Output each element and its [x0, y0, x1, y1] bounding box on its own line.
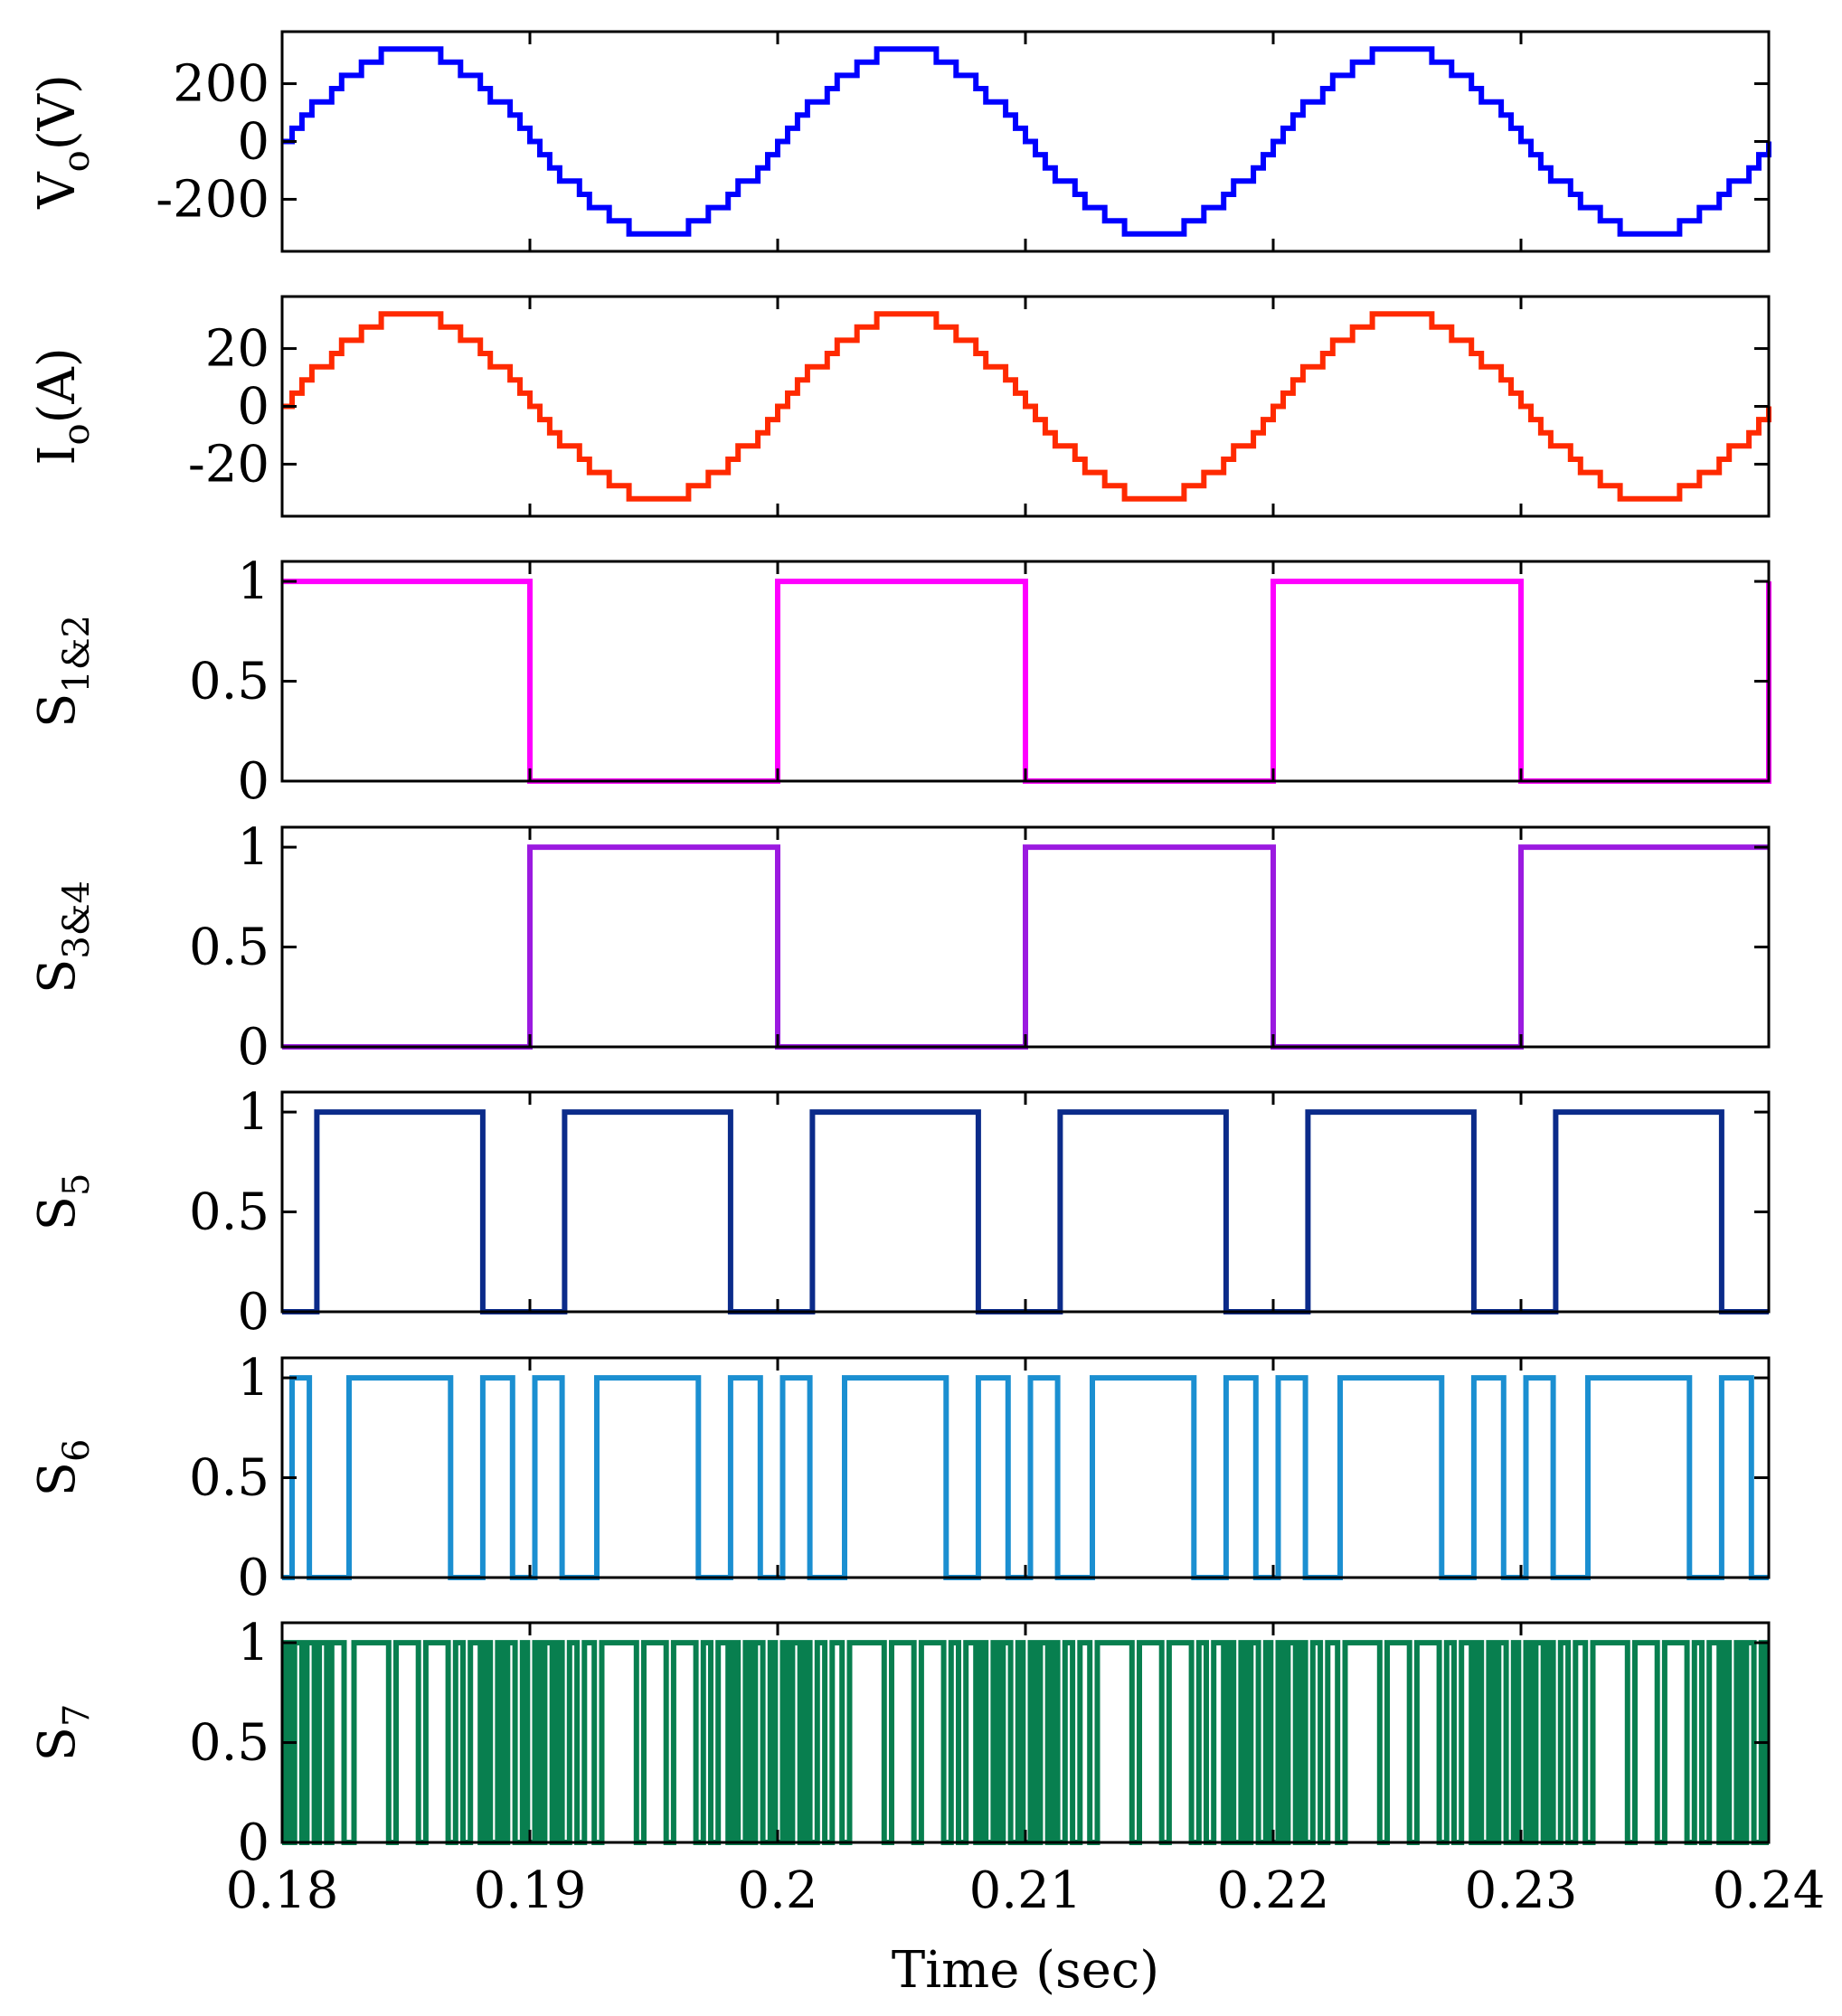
ylabel-2: Io(A): [28, 347, 98, 465]
ytick-label: 1: [237, 818, 269, 877]
ylabel-symbol: I: [28, 446, 87, 466]
ylabel-subscript: 6: [56, 1439, 98, 1462]
subplot-5: 1 0.5 0 S5: [28, 1083, 1771, 1342]
subplot-3: 1 0.5 0 S1&2: [28, 552, 1771, 811]
xtick-label: 0.19: [474, 1861, 587, 1920]
ylabel-unit: (A): [28, 347, 87, 423]
ylabel-subscript: 1&2: [56, 615, 98, 693]
ylabel-subscript: o: [56, 423, 98, 445]
xtick-label: 0.18: [226, 1861, 339, 1920]
ylabel-symbol: S: [28, 693, 87, 728]
ytick-label: -20: [188, 435, 269, 494]
subplot-7: 1 0.5 0 S7: [28, 1614, 1771, 1872]
subplot-2: 200-20 Io(A): [28, 295, 1771, 518]
subplot-4: 1 0.5 0 S3&4: [28, 818, 1771, 1077]
ytick-label: 0.5: [189, 1714, 269, 1773]
series-line-6: [282, 1375, 1769, 1580]
x-axis-title: Time (sec): [892, 1941, 1159, 2000]
ytick-label: -200: [156, 170, 269, 229]
series-line-3: [282, 579, 1771, 784]
ylabel-4: S3&4: [28, 881, 98, 994]
ytick-label: 1: [237, 552, 269, 611]
axes-frame-5: [280, 1090, 1771, 1314]
ylabel-symbol: S: [28, 959, 87, 994]
ylabel-6: S6: [28, 1439, 98, 1497]
ytick-label: 0: [237, 1549, 269, 1607]
xtick-label: 0.22: [1217, 1861, 1330, 1920]
ytick-label: 0: [237, 113, 269, 172]
ytick-label: 20: [205, 320, 269, 379]
ylabel-subscript: o: [56, 150, 98, 172]
ytick-label: 0: [237, 1813, 269, 1872]
ytick-label: 0: [237, 1018, 269, 1077]
ylabel-7: S7: [28, 1704, 98, 1762]
series-line-7: [281, 1640, 1770, 1845]
ylabel-5: S5: [28, 1173, 98, 1231]
ylabel-subscript: 3&4: [56, 881, 98, 959]
ytick-label: 0: [237, 378, 269, 437]
xtick-label: 0.21: [969, 1861, 1082, 1920]
ytick-label: 0: [237, 1283, 269, 1342]
ytick-label: 0.5: [189, 1183, 269, 1242]
series-line-5: [282, 1109, 1769, 1314]
series-line-4: [282, 844, 1769, 1050]
axes-frame-6: [280, 1356, 1771, 1579]
ytick-label: 1: [237, 1083, 269, 1142]
ytick-label: 0.5: [189, 919, 269, 977]
ytick-label: 1: [237, 1614, 269, 1672]
ylabel-symbol: S: [28, 1196, 87, 1230]
ytick-label: 1: [237, 1349, 269, 1408]
series-line-1: [282, 46, 1771, 237]
ylabel-symbol: S: [28, 1462, 87, 1496]
ytick-label: 0: [237, 752, 269, 811]
xtick-label: 0.2: [737, 1861, 817, 1920]
subplots: 2000-200Vo(V)200-20Io(A)10.50S1&210.50S3…: [28, 30, 1771, 1872]
ylabel-1: Vo(V): [28, 74, 98, 210]
ytick-label: 200: [173, 55, 269, 114]
xtick-label: 0.23: [1465, 1861, 1578, 1920]
ytick-label: 0.5: [189, 653, 269, 711]
ylabel-symbol: S: [28, 1727, 87, 1761]
ylabel-subscript: 5: [56, 1173, 98, 1196]
ytick-label: 0.5: [189, 1449, 269, 1508]
subplot-6: 1 0.5 0 S6: [28, 1349, 1771, 1607]
xtick-label: 0.24: [1713, 1861, 1826, 1920]
ylabel-unit: (V): [28, 74, 87, 150]
ylabel-subscript: 7: [56, 1704, 98, 1727]
series-line-2: [282, 311, 1771, 502]
ylabel-symbol: V: [28, 171, 87, 210]
ylabel-3: S1&2: [28, 615, 98, 728]
x-axis: 0.18 0.19 0.2 0.21 0.22 0.23 0.24 Time (sec): [226, 1861, 1826, 2000]
